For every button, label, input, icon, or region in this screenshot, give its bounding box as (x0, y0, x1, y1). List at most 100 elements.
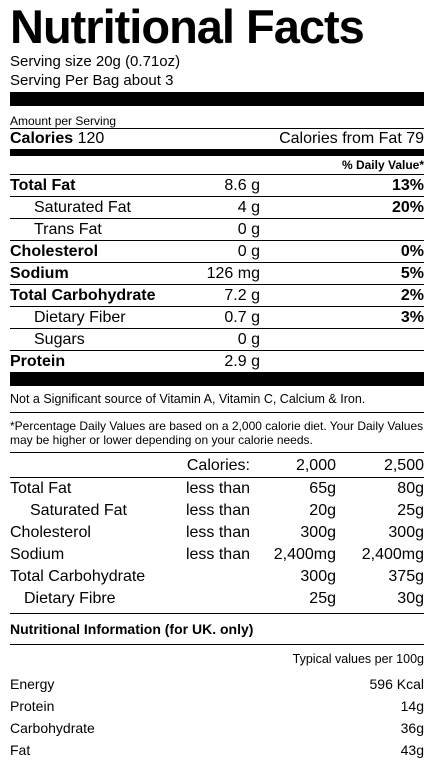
nutrient-dv: 3% (400, 309, 424, 326)
uk-row-fat: Fat 43g (10, 739, 424, 761)
uk-row-protein: Protein 14g (10, 695, 424, 717)
uk-value: 36g (400, 720, 424, 736)
uk-info-subtitle: Typical values per 100g (292, 652, 424, 666)
nutrient-name: Dietary Fiber (34, 309, 126, 326)
reference-header-2500: 2,500 (383, 457, 424, 474)
uk-value: 14g (400, 698, 424, 714)
reference-row: Total Carbohydrate 300g 375g (10, 566, 424, 588)
reference-name: Dietary Fibre (24, 590, 116, 607)
calories-from-fat: Calories from Fat 79 (279, 130, 424, 147)
nutrient-name: Sugars (34, 331, 85, 348)
uk-value: 43g (400, 742, 424, 758)
reference-qualifier (162, 588, 250, 610)
thick-divider (10, 372, 424, 386)
divider (10, 452, 424, 453)
uk-name: Carbohydrate (10, 720, 95, 736)
reference-value-2000: 300g (300, 524, 336, 541)
reference-value-2500: 80g (397, 480, 424, 497)
reference-value-2500: 300g (388, 524, 424, 541)
nutrient-name: Saturated Fat (34, 199, 131, 216)
nutrient-dv: 2% (400, 287, 424, 304)
reference-value-2000: 65g (309, 480, 336, 497)
nutrient-dv: 20% (391, 199, 424, 216)
nutrient-name: Protein (10, 353, 66, 370)
nutrient-row-sugars: Sugars 0 g (10, 328, 424, 350)
reference-qualifier (162, 566, 250, 588)
nutrient-dv: 0% (400, 243, 424, 260)
reference-qualifier: less than (185, 502, 250, 519)
uk-name: Energy (10, 676, 55, 692)
reference-qualifier: less than (185, 546, 250, 563)
nutrient-row-total-carbohydrate: Total Carbohydrate 7.2 g 2% (10, 284, 424, 306)
reference-value-2500: 2,400mg (361, 546, 424, 563)
reference-header-2000: 2,000 (295, 457, 336, 474)
nutrient-amount: 0 g (237, 243, 260, 260)
nutrient-dv: 5% (400, 265, 424, 282)
uk-row-energy: Energy 596 Kcal (10, 673, 424, 695)
amount-per-serving: Amount per Serving (10, 114, 117, 128)
calories-value: 120 (77, 130, 105, 147)
nutrient-name: Cholesterol (10, 243, 99, 260)
reference-value-2000: 2,400mg (273, 546, 336, 563)
daily-value-header: % Daily Value* (341, 158, 424, 172)
uk-info-title: Nutritional Information (for UK. only) (10, 621, 254, 637)
calories-label: Calories (10, 130, 74, 147)
nutrient-amount: 4 g (237, 199, 260, 216)
reference-qualifier: less than (185, 524, 250, 541)
nutrient-dv: 13% (391, 177, 424, 194)
reference-header-calories: Calories: (186, 457, 250, 474)
reference-values-table: Total Fat less than 65g 80g Saturated Fat le… (10, 478, 424, 610)
nutrition-label: Nutritional Facts Serving size 20g (0.71… (10, 2, 424, 761)
reference-qualifier: less than (185, 480, 250, 497)
reference-row: Total Fat less than 65g 80g (10, 478, 424, 500)
reference-value-2000: 25g (309, 590, 336, 607)
nutrient-row-protein: Protein 2.9 g (10, 350, 424, 372)
nutrient-amount: 7.2 g (224, 287, 260, 304)
nutrient-row-dietary-fiber: Dietary Fiber 0.7 g 3% (10, 306, 424, 328)
nutrient-name: Total Carbohydrate (10, 287, 156, 304)
reference-value-2500: 375g (388, 568, 424, 585)
nutrient-name: Trans Fat (34, 221, 102, 238)
uk-name: Fat (10, 742, 31, 758)
daily-value-footnote: *Percentage Daily Values are based on a … (10, 419, 424, 447)
servings-per-bag: Serving Per Bag about 3 (10, 72, 174, 89)
nutrient-amount: 8.6 g (224, 177, 260, 194)
reference-value-2500: 30g (397, 590, 424, 607)
calories-cell: Calories 120 (10, 129, 104, 149)
nutrient-row-total-fat: Total Fat 8.6 g 13% (10, 174, 424, 196)
reference-name: Total Fat (10, 480, 72, 497)
uk-row-carbohydrate: Carbohydrate 36g (10, 717, 424, 739)
reference-name: Cholesterol (10, 524, 91, 541)
uk-value: 596 Kcal (369, 676, 424, 692)
reference-table: Calories: 2,000 2,500 (10, 455, 424, 477)
reference-row: Cholesterol less than 300g 300g (10, 522, 424, 544)
divider (10, 412, 424, 413)
reference-value-2000: 20g (309, 502, 336, 519)
nutrient-name: Sodium (10, 265, 69, 282)
label-title: Nutritional Facts (10, 0, 365, 53)
reference-header-spacer (10, 455, 162, 477)
nutrient-row-trans-fat: Trans Fat 0 g (10, 218, 424, 240)
reference-name: Saturated Fat (30, 502, 127, 519)
nutrient-row-cholesterol: Cholesterol 0 g 0% (10, 240, 424, 262)
vitamins-note: Not a Significant source of Vitamin A, V… (10, 392, 366, 406)
nutrient-amount: 0.7 g (224, 309, 260, 326)
nutrient-row-saturated-fat: Saturated Fat 4 g 20% (10, 196, 424, 218)
reference-row: Dietary Fibre 25g 30g (10, 588, 424, 610)
nutrient-amount: 2.9 g (224, 353, 260, 370)
serving-size: Serving size 20g (0.71oz) (10, 53, 181, 70)
reference-value-2500: 25g (397, 502, 424, 519)
nutrient-row-sodium: Sodium 126 mg 5% (10, 262, 424, 284)
reference-name: Total Carbohydrate (10, 568, 146, 585)
medium-divider (10, 149, 424, 156)
divider (10, 644, 424, 645)
reference-row: Sodium less than 2,400mg 2,400mg (10, 544, 424, 566)
calories-row: Calories 120 Calories from Fat 79 (10, 128, 424, 149)
reference-name: Sodium (10, 546, 65, 563)
reference-value-2000: 300g (300, 568, 336, 585)
nutrient-name: Total Fat (10, 177, 76, 194)
uk-name: Protein (10, 698, 55, 714)
divider (10, 613, 424, 614)
thick-divider (10, 92, 424, 106)
nutrient-list: Total Fat 8.6 g 13% Saturated Fat 4 g 20% Tr… (10, 174, 424, 372)
